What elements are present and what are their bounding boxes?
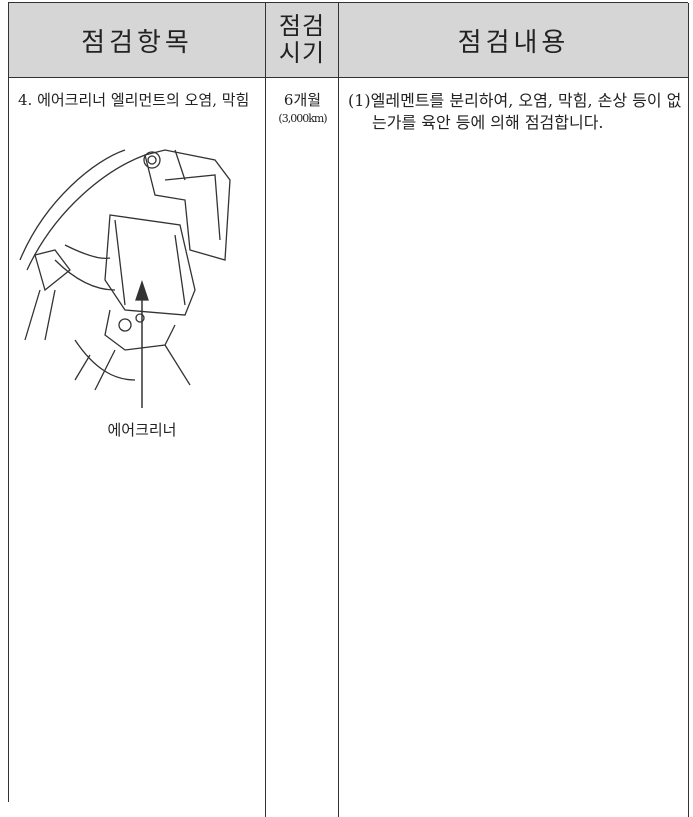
column-period <box>266 78 339 817</box>
header-period-line: 점검 <box>278 12 326 40</box>
header-item: 점검항목 <box>9 3 266 78</box>
table-left-border <box>8 2 9 802</box>
header-content: 점검내용 <box>339 3 689 78</box>
figure-label: 에어크리너 <box>107 421 177 439</box>
header-period-line: 시기 <box>278 39 326 67</box>
row-distance: (3,000km) <box>278 112 327 125</box>
header-period: 점검 시기 <box>266 3 339 78</box>
row-period: 6개월 <box>283 91 322 109</box>
row-item: 4. 에어크리너 엘리먼트의 오염, 막힘 <box>18 91 250 109</box>
row-content: (1)엘레멘트를 분리하여, 오염, 막힘, 손상 등이 없는가를 육안 등에 … <box>348 91 682 132</box>
column-item <box>9 78 266 817</box>
air-cleaner-illustration <box>19 149 231 408</box>
column-content <box>339 78 689 817</box>
table-top-border <box>8 2 688 3</box>
